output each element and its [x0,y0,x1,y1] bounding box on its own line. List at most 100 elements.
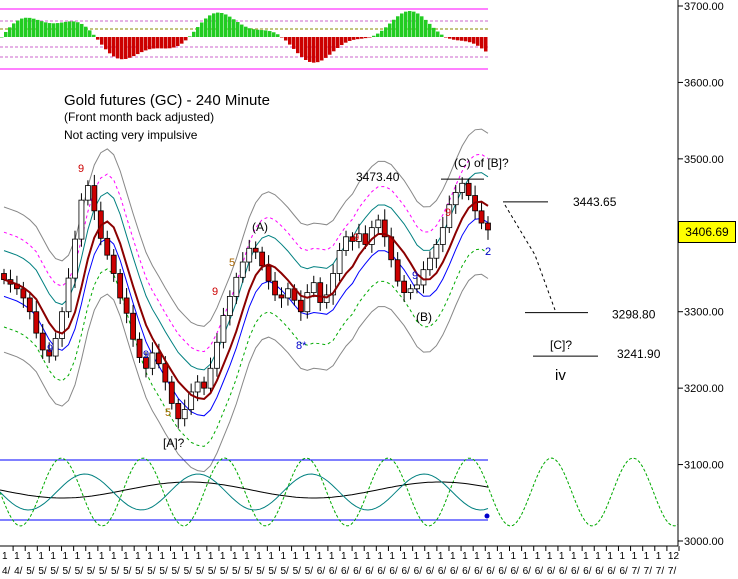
date-tick-label-day: 1 [184,551,190,562]
date-tick-label-month: 7/ [632,566,641,577]
oscillator-bar [360,37,364,39]
oscillator-bar [192,31,196,37]
oscillator-bar [124,37,128,59]
oscillator-bar [204,18,208,37]
oscillator-bar [460,37,464,41]
candle-body [220,315,227,343]
candle-body [401,280,408,294]
price-label-high: 3473.40 [356,170,400,184]
candle-body [336,250,343,274]
date-tick-label-month: 6/ [389,566,398,577]
date-tick-label-month: 6/ [353,566,362,577]
oscillator-bar [268,31,272,37]
date-tick-label-day: 1 [656,551,662,562]
date-tick-label-month: 6/ [365,566,374,577]
oscillator-bar [348,37,352,41]
price-envelope-bands [3,128,489,473]
date-tick-label-day: 1 [511,551,517,562]
date-tick-label-day: 1 [208,551,214,562]
date-tick-label-day: 1 [619,551,625,562]
candle-body [317,282,324,303]
date-tick-label-day: 1 [50,551,56,562]
date-tick-label-day: 1 [38,551,44,562]
date-tick-label-day: 1 [462,551,468,562]
oscillator-bar [80,23,84,37]
candle-body [433,244,440,259]
price-tick-label: 3200.00 [684,383,724,395]
oscillator-bar [368,37,372,38]
oscillator-bar [148,37,152,50]
candle-body [149,352,156,369]
oscillator-bar [68,21,72,37]
date-tick-label-month: 5/ [280,566,289,577]
date-tick-label-month: 7/ [668,566,677,577]
candle-body [407,288,414,294]
candle-body [214,341,220,369]
date-tick-label-day: 1 [317,551,323,562]
oscillator-bar [256,29,260,37]
date-tick-label-day: 1 [147,551,153,562]
price-tick-label: 3700.00 [684,1,724,13]
date-tick-label-month: 5/ [208,566,217,577]
oscillator-bar [216,12,220,38]
price-candles [1,174,491,429]
oscillator-bar [224,14,228,37]
candle-body [259,251,266,267]
oscillator-bar [456,37,460,41]
sequence-count-label: 9 [212,286,218,298]
oscillator-bar [344,37,348,43]
candle-body [459,182,466,193]
oscillator-bar [464,37,468,42]
oscillator-bar [416,13,420,37]
oscillator-bar [292,37,296,49]
candle-body [246,247,253,263]
date-tick-label-day: 1 [111,551,117,562]
oscillator-bar [484,37,488,52]
oscillator-bar [84,26,88,37]
oscillator-bar [396,16,400,37]
candle-body [207,367,214,389]
oscillator-bar [428,23,432,37]
oscillator-bar [372,35,376,37]
oscillator-bar [188,36,192,37]
candle-body [123,297,130,314]
date-tick-label-month: 5/ [220,566,229,577]
oscillator-bar [88,30,92,37]
price-label-projection-1: 3443.65 [573,195,617,209]
oscillator-bar [444,37,448,38]
chart-subtitle: (Front month back adjusted) [64,110,215,124]
oscillator-bar [480,37,484,49]
wave-label-c-of-b: (C) of [B]? [454,156,509,170]
date-tick-label-month: 4/ [14,566,23,577]
oscillator-bar [420,16,424,37]
wave-label-major-a: [A]? [163,436,185,450]
wave-label-a: (A) [252,220,268,234]
date-tick-label-day: 12 [668,551,680,562]
oscillator-bar [432,27,436,37]
oscillator-bar [260,30,264,37]
oscillator-bar [200,22,204,37]
date-tick-label-month: 5/ [147,566,156,577]
oscillator-bar [120,37,124,60]
sequence-count-label: 8* [296,340,307,352]
oscillator-bar [228,16,232,37]
candle-body [485,222,491,231]
oscillator-bar [176,37,180,47]
oscillator-bar [264,30,268,37]
band-outer-lower [3,273,489,473]
date-tick-label-month: 6/ [377,566,386,577]
oscillator-bar [476,37,480,46]
candle-body [136,338,143,358]
date-tick-label-day: 1 [293,551,299,562]
candle-body [394,259,401,282]
date-tick-label-month: 5/ [232,566,241,577]
candle-body [84,185,91,201]
date-tick-label-month: 6/ [595,566,604,577]
oscillator-bar [232,19,236,37]
date-tick-label-day: 1 [632,551,638,562]
date-tick-label-month: 6/ [438,566,447,577]
oscillator-bar [448,37,452,39]
oscillator-bar [24,17,28,37]
date-tick-label-month: 6/ [523,566,532,577]
